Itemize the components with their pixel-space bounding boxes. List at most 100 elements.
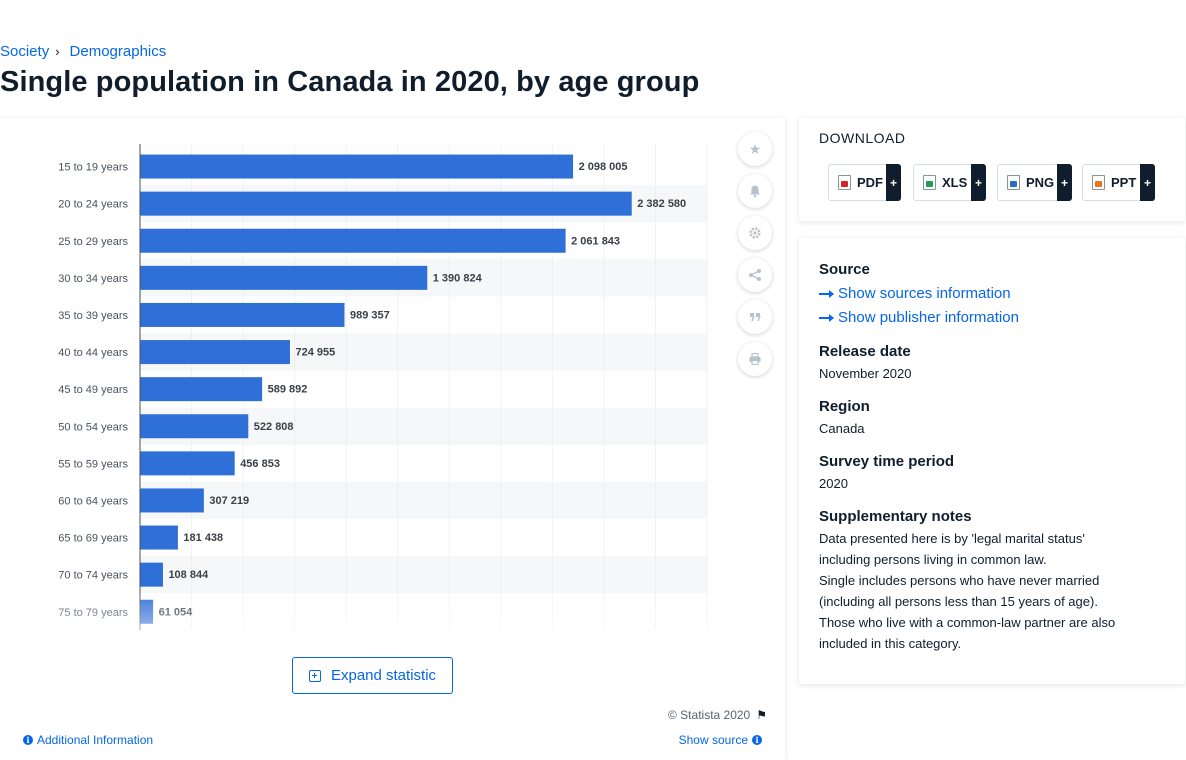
region-heading: Region <box>819 398 870 415</box>
show-source-link[interactable]: Show source i <box>679 733 766 747</box>
additional-information-link[interactable]: i Additional Information <box>19 733 153 747</box>
value-label: 522 808 <box>254 421 294 433</box>
category-label: 15 to 19 years <box>58 162 128 174</box>
category-label: 75 to 79 years <box>58 607 128 619</box>
chart-toolbar: ★ <box>738 132 772 384</box>
download-pdf-button[interactable]: PDF + <box>828 164 901 201</box>
chart-area: 15 to 19 years 2 098 005 20 to 24 years 2 3… <box>0 118 730 658</box>
category-label: 40 to 44 years <box>58 347 128 359</box>
bar <box>140 340 290 365</box>
source-heading: Source <box>819 261 870 278</box>
chart-card: 15 to 19 years 2 098 005 20 to 24 years 2 3… <box>0 118 785 760</box>
png-icon <box>1007 175 1020 190</box>
bar <box>140 302 345 327</box>
quote-icon[interactable] <box>738 300 772 334</box>
show-source-label: Show source <box>678 733 748 747</box>
note-line: (including all persons less than 15 year… <box>819 594 1098 609</box>
download-pdf-label: PDF <box>857 175 883 190</box>
info-icon: i <box>752 735 762 745</box>
bar <box>140 599 154 624</box>
value-label: 589 892 <box>268 384 308 396</box>
note-line: Single includes persons who have never m… <box>819 573 1100 588</box>
bar <box>140 451 235 476</box>
expand-statistic-label: Expand statistic <box>330 667 437 684</box>
category-label: 55 to 59 years <box>58 458 128 470</box>
bar <box>140 414 249 439</box>
show-sources-link[interactable]: Show sources information <box>819 285 1011 302</box>
value-label: 2 098 005 <box>579 161 628 173</box>
download-png-plus[interactable]: + <box>1057 164 1072 201</box>
category-label: 45 to 49 years <box>58 384 128 396</box>
share-icon[interactable] <box>738 258 772 292</box>
download-ppt-button[interactable]: PPT + <box>1082 164 1155 201</box>
download-title: DOWNLOAD <box>819 130 906 146</box>
value-label: 456 853 <box>240 458 280 470</box>
value-label: 181 438 <box>183 532 223 544</box>
download-png-label: PNG <box>1026 175 1055 190</box>
note-line: included in this category. <box>819 636 962 651</box>
copyright-text: © Statista 2020 <box>668 708 751 722</box>
pdf-icon <box>838 175 851 190</box>
show-publisher-link[interactable]: Show publisher information <box>819 309 1019 326</box>
breadcrumb: Society › Demographics <box>0 43 166 60</box>
arrow-right-icon <box>819 289 834 298</box>
bell-icon[interactable] <box>738 174 772 208</box>
download-png-button[interactable]: PNG + <box>997 164 1072 201</box>
category-label: 30 to 34 years <box>58 273 128 285</box>
release-date-value: November 2020 <box>819 366 912 381</box>
bar <box>140 228 566 253</box>
bar <box>140 488 204 513</box>
download-xls-plus[interactable]: + <box>971 164 986 201</box>
supplementary-notes: Data presented here is by 'legal marital… <box>819 528 1164 654</box>
value-label: 1 390 824 <box>433 272 483 284</box>
xls-icon <box>923 175 936 190</box>
show-sources-label: Show sources information <box>838 285 1011 302</box>
category-label: 70 to 74 years <box>58 570 128 582</box>
breadcrumb-society-link[interactable]: Society <box>0 43 50 60</box>
flag-icon[interactable]: ⚑ <box>756 708 767 722</box>
bar <box>140 377 263 402</box>
ppt-icon <box>1092 175 1105 190</box>
category-label: 65 to 69 years <box>58 533 128 545</box>
download-ppt-label: PPT <box>1111 175 1137 190</box>
print-icon[interactable] <box>738 342 772 376</box>
bar <box>140 562 163 587</box>
arrow-right-icon <box>819 313 834 322</box>
download-xls-button[interactable]: XLS + <box>913 164 986 201</box>
value-label: 61 054 <box>159 606 194 618</box>
value-label: 2 382 580 <box>637 198 686 210</box>
star-icon[interactable]: ★ <box>738 132 772 166</box>
category-label: 20 to 24 years <box>58 199 128 211</box>
region-value: Canada <box>819 421 865 436</box>
category-label: 35 to 39 years <box>58 310 128 322</box>
bar <box>140 191 632 216</box>
expand-icon <box>308 669 321 682</box>
info-icon: i <box>23 735 33 745</box>
bar <box>140 265 428 290</box>
release-date-heading: Release date <box>819 343 911 360</box>
note-line: Data presented here is by 'legal marital… <box>819 531 1085 546</box>
value-label: 724 955 <box>295 347 335 359</box>
breadcrumb-separator: › <box>55 44 60 59</box>
additional-information-label: Additional Information <box>37 733 154 747</box>
supplementary-notes-heading: Supplementary notes <box>819 508 972 525</box>
value-label: 307 219 <box>209 495 249 507</box>
value-label: 989 357 <box>350 309 390 321</box>
bar <box>140 525 178 550</box>
download-pdf-plus[interactable]: + <box>886 164 901 201</box>
download-ppt-plus[interactable]: + <box>1140 164 1155 201</box>
note-line: including persons living in common law. <box>819 552 1047 567</box>
download-xls-label: XLS <box>942 175 968 190</box>
download-card: DOWNLOAD PDF + XLS + PNG + PPT + <box>799 118 1185 221</box>
page-title: Single population in Canada in 2020, by … <box>0 66 700 98</box>
gear-icon[interactable] <box>738 216 772 250</box>
row-stripe <box>140 481 707 519</box>
survey-period-heading: Survey time period <box>819 453 955 470</box>
statistic-info-card: Source Show sources information Show pub… <box>799 238 1185 684</box>
expand-statistic-button[interactable]: Expand statistic <box>292 657 453 694</box>
breadcrumb-demographics-link[interactable]: Demographics <box>69 43 167 60</box>
category-label: 60 to 64 years <box>58 495 128 507</box>
row-stripe <box>140 556 707 594</box>
bar-chart: 15 to 19 years 2 098 005 20 to 24 years 2 3… <box>58 144 708 631</box>
category-label: 50 to 54 years <box>58 421 128 433</box>
